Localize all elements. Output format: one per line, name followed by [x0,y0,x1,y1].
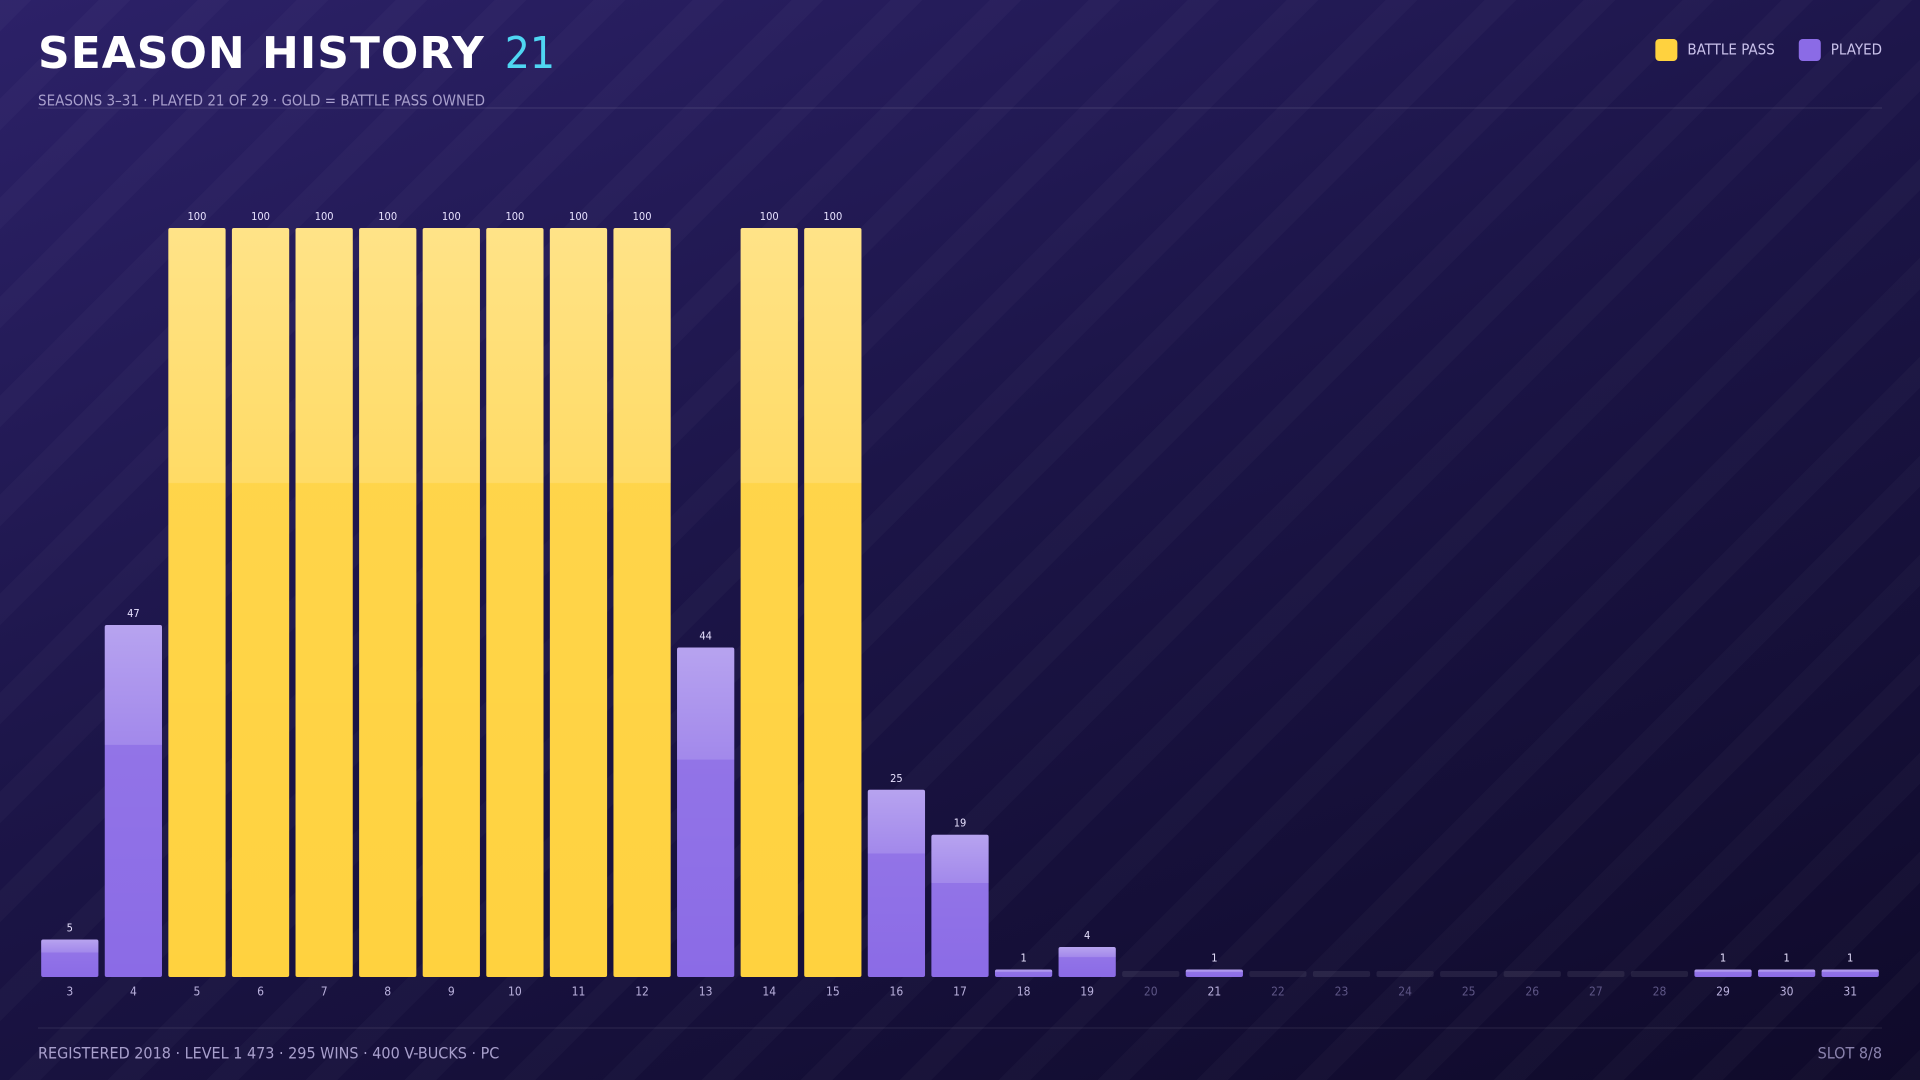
value-label: 100 [633,210,652,223]
x-tick-label: 8 [384,985,391,999]
bar-shine [804,228,862,977]
bar-shine [931,834,989,977]
value-label: 1 [1720,952,1726,965]
chart-title: SEASON HISTORY [38,28,485,79]
bar-shine [1058,947,1116,977]
x-tick-label: 12 [635,985,649,999]
legend-swatch [1655,39,1678,61]
value-label: 47 [127,607,140,620]
value-label: 100 [823,210,842,223]
bar-shine [740,228,798,977]
value-label: 100 [442,210,461,223]
value-label: 100 [251,210,270,223]
value-label: 100 [569,210,588,223]
empty-slot [1440,971,1498,977]
value-label: 4 [1084,929,1090,942]
x-tick-label: 16 [890,985,904,999]
title-count: 21 [505,28,555,79]
value-label: 19 [954,817,967,830]
x-tick-label: 3 [66,985,73,999]
value-label: 1 [1020,952,1026,965]
bar-shine [486,228,544,977]
x-tick-label: 29 [1716,985,1730,999]
value-label: 100 [760,210,779,223]
empty-slot [1249,971,1307,977]
bar-shine [549,228,608,977]
bar-shine [422,228,480,977]
value-label: 100 [188,210,207,223]
bar-shine [168,228,226,977]
legend-label: PLAYED [1831,41,1882,59]
x-tick-label: 30 [1780,985,1794,999]
bar-shine [295,228,353,977]
x-tick-label: 20 [1144,985,1158,999]
bar-shine [104,624,162,977]
bar-shine [1185,969,1243,977]
x-tick-label: 27 [1589,985,1603,999]
empty-slot [1122,971,1180,977]
x-tick-label: 15 [826,985,840,999]
bar-shine [1821,969,1879,977]
x-tick-label: 19 [1080,985,1094,999]
value-label: 44 [699,629,712,642]
x-tick-label: 25 [1462,985,1476,999]
slot: SLOT 8/8 [1818,1044,1882,1063]
bar-shine [677,647,735,977]
legend-label: BATTLE PASS [1687,41,1774,59]
x-tick-label: 24 [1398,985,1412,999]
x-tick-label: 28 [1653,985,1667,999]
footer: REGISTERED 2018 · LEVEL 1 473 · 295 WINS… [38,1044,499,1063]
bar-shine [359,228,417,977]
value-label: 100 [505,210,524,223]
empty-slot [1376,971,1434,977]
x-tick-label: 9 [448,985,455,999]
bar-shine [231,228,290,977]
value-label: 1 [1211,952,1217,965]
bar-shine [613,228,671,977]
empty-slot [1567,971,1625,977]
x-tick-label: 7 [321,985,328,999]
x-tick-label: 23 [1335,985,1349,999]
x-tick-label: 18 [1017,985,1031,999]
bar-shine [41,939,99,977]
x-tick-label: 14 [762,985,776,999]
bar-shine [1694,969,1752,977]
value-label: 1 [1847,952,1853,965]
empty-slot [1630,971,1689,977]
bar-shine [1758,969,1816,977]
x-tick-label: 11 [572,985,586,999]
bar-shine [994,969,1053,977]
x-tick-label: 4 [130,985,137,999]
value-label: 100 [315,210,334,223]
x-tick-label: 31 [1843,985,1857,999]
value-label: 1 [1783,952,1789,965]
value-label: 25 [890,772,903,785]
value-label: 100 [378,210,397,223]
empty-slot [1312,971,1371,977]
x-tick-label: 26 [1525,985,1539,999]
x-tick-label: 22 [1271,985,1285,999]
x-tick-label: 5 [194,985,201,999]
x-tick-label: 17 [953,985,967,999]
empty-slot [1503,971,1561,977]
bar-shine [867,789,926,977]
x-tick-label: 13 [699,985,713,999]
value-label: 5 [67,922,73,935]
x-tick-label: 6 [257,985,264,999]
x-tick-label: 10 [508,985,522,999]
legend-swatch [1798,39,1821,61]
x-tick-label: 21 [1207,985,1221,999]
subtitle: SEASONS 3–31 · PLAYED 21 OF 29 · GOLD = … [38,92,485,110]
